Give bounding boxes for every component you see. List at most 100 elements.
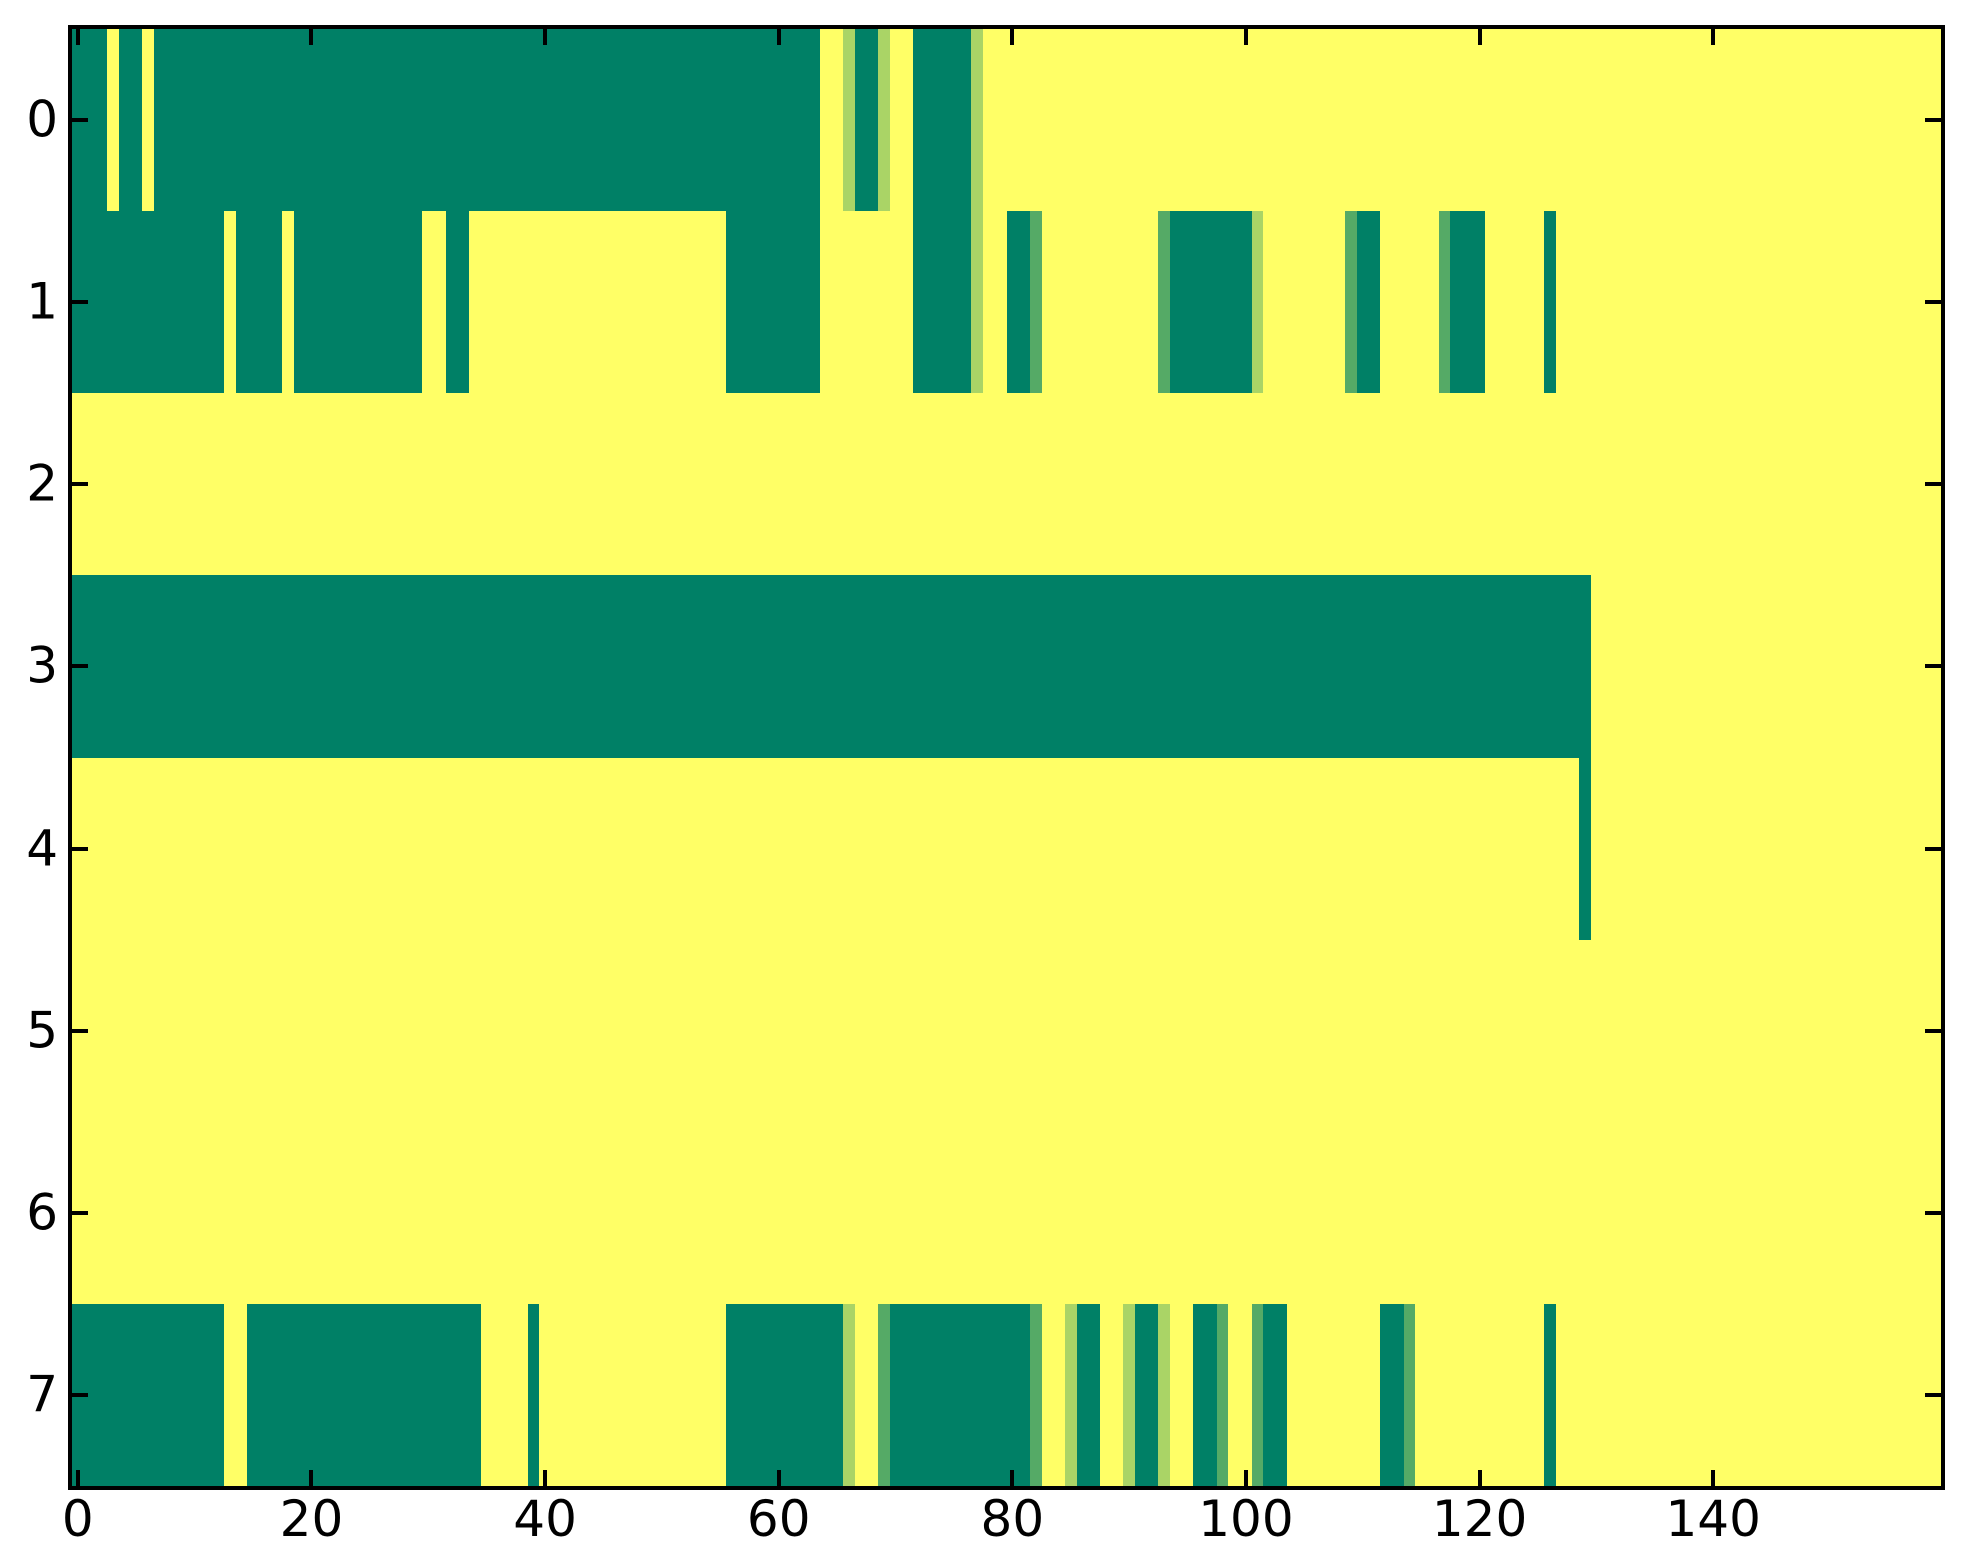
x-tick-label: 100 <box>1198 1490 1294 1548</box>
y-tick-mark <box>1925 118 1941 123</box>
y-tick-mark <box>72 482 88 487</box>
heatmap-segment <box>1263 211 1346 394</box>
heatmap-segment <box>1041 1303 1065 1486</box>
x-tick-mark <box>1711 1470 1716 1486</box>
heatmap-segment <box>1380 211 1439 394</box>
heatmap-segment <box>1170 211 1252 394</box>
heatmap-segment <box>527 1303 540 1486</box>
heatmap-segment <box>889 29 914 212</box>
heatmap-segment <box>445 211 470 394</box>
y-tick-label: 5 <box>26 1001 58 1060</box>
y-tick-mark <box>72 1028 88 1033</box>
heatmap-segment <box>878 29 890 212</box>
x-tick-mark <box>1010 29 1015 45</box>
heatmap-segment <box>971 211 984 394</box>
y-tick-mark <box>72 300 88 305</box>
x-tick-mark <box>75 1470 80 1486</box>
heatmap-segment <box>819 211 914 394</box>
x-tick-mark <box>543 29 548 45</box>
heatmap-segment <box>223 1303 248 1486</box>
heatmap-segment <box>72 211 224 394</box>
heatmap-segment <box>1006 211 1030 394</box>
heatmap-row <box>72 1121 1941 1304</box>
heatmap-segment <box>1251 1303 1264 1486</box>
heatmap-row <box>72 939 1941 1122</box>
y-tick-label: 7 <box>26 1365 58 1424</box>
heatmap-segment <box>153 29 820 212</box>
heatmap-segment <box>842 29 855 212</box>
x-tick-mark <box>1243 29 1248 45</box>
heatmap-segment <box>72 1303 224 1486</box>
y-tick-label: 3 <box>26 636 58 695</box>
heatmap-segment <box>480 1303 528 1486</box>
plot-area <box>72 29 1941 1486</box>
x-tick-mark <box>1243 1470 1248 1486</box>
x-tick-mark <box>1711 29 1716 45</box>
heatmap-row <box>72 393 1941 576</box>
x-tick-label: 120 <box>1431 1490 1528 1548</box>
y-tick-label: 0 <box>26 90 58 149</box>
heatmap-row <box>72 211 1941 394</box>
heatmap-segment <box>1485 211 1544 394</box>
heatmap-segment <box>107 29 119 212</box>
heatmap-row <box>72 757 1941 940</box>
heatmap-segment <box>854 1303 878 1486</box>
y-tick-mark <box>1925 1210 1941 1215</box>
heatmap-segment <box>223 211 236 394</box>
y-tick-mark <box>1925 664 1941 669</box>
x-tick-mark <box>776 1470 781 1486</box>
heatmap-segment <box>971 29 984 212</box>
y-tick-mark <box>72 846 88 851</box>
y-tick-mark <box>1925 1028 1941 1033</box>
heatmap-segment <box>1555 211 1941 394</box>
heatmap-segment <box>842 1303 855 1486</box>
x-tick-label: 40 <box>513 1490 577 1548</box>
x-tick-label: 80 <box>980 1490 1045 1548</box>
x-tick-label: 140 <box>1665 1490 1761 1548</box>
heatmap-segment <box>235 211 283 394</box>
heatmap-segment <box>293 211 423 394</box>
heatmap-segment <box>72 575 1591 758</box>
heatmap-segment <box>878 1303 890 1486</box>
heatmap-segment <box>1170 1303 1194 1486</box>
heatmap-segment <box>1415 1303 1544 1486</box>
x-tick-mark <box>309 29 314 45</box>
heatmap-segment <box>726 1303 843 1486</box>
heatmap-segment <box>1134 1303 1159 1486</box>
heatmap-segment <box>1356 211 1381 394</box>
heatmap-segment <box>1041 211 1159 394</box>
heatmap-segment <box>1064 1303 1077 1486</box>
heatmap-segment <box>1286 1303 1381 1486</box>
y-tick-mark <box>72 118 88 123</box>
heatmap-row <box>72 1303 1941 1486</box>
x-tick-label: 20 <box>279 1490 344 1548</box>
heatmap-segment <box>726 211 820 394</box>
y-tick-mark <box>1925 1392 1941 1397</box>
y-tick-label: 4 <box>26 819 58 878</box>
y-tick-label: 6 <box>26 1183 58 1242</box>
heatmap-row <box>72 29 1941 212</box>
heatmap-segment <box>422 211 446 394</box>
heatmap-segment <box>1590 575 1941 758</box>
heatmap-segment <box>1158 211 1171 394</box>
heatmap-segment <box>1543 1303 1556 1486</box>
heatmap-segment <box>1450 211 1486 394</box>
heatmap-segment <box>1403 1303 1416 1486</box>
x-tick-mark <box>75 29 80 45</box>
heatmap-segment <box>1263 1303 1287 1486</box>
x-tick-mark <box>543 1470 548 1486</box>
x-tick-mark <box>776 29 781 45</box>
y-tick-mark <box>1925 482 1941 487</box>
heatmap-segment <box>1099 1303 1124 1486</box>
heatmap-segment <box>469 211 727 394</box>
heatmap-segment <box>1543 211 1556 394</box>
heatmap-segment <box>1193 1303 1217 1486</box>
x-tick-mark <box>1477 1470 1482 1486</box>
heatmap-segment <box>913 29 972 212</box>
heatmap-segment <box>913 211 972 394</box>
x-tick-label: 60 <box>746 1490 811 1548</box>
y-tick-mark <box>72 664 88 669</box>
heatmap-segment <box>282 211 294 394</box>
x-tick-mark <box>1010 1470 1015 1486</box>
